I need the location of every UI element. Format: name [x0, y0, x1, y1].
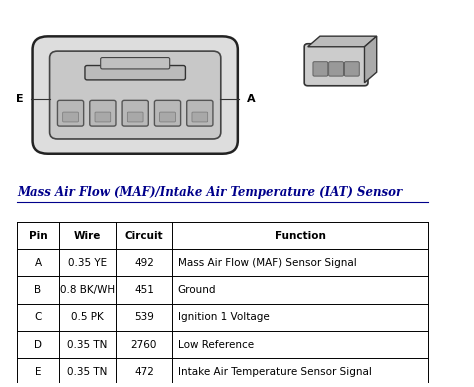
Text: 2760: 2760: [131, 339, 157, 349]
FancyBboxPatch shape: [304, 44, 368, 86]
Text: D: D: [34, 339, 42, 349]
FancyBboxPatch shape: [95, 112, 111, 122]
Text: 0.35 YE: 0.35 YE: [68, 258, 107, 268]
Text: E: E: [35, 367, 41, 377]
Text: 451: 451: [134, 285, 154, 295]
FancyBboxPatch shape: [50, 51, 221, 139]
Text: 0.35 TN: 0.35 TN: [67, 339, 107, 349]
Text: C: C: [34, 312, 42, 322]
Text: A: A: [35, 258, 42, 268]
Text: A: A: [246, 94, 255, 104]
Text: Low Reference: Low Reference: [178, 339, 254, 349]
FancyBboxPatch shape: [187, 100, 213, 126]
Text: 472: 472: [134, 367, 154, 377]
FancyBboxPatch shape: [57, 100, 83, 126]
Text: Intake Air Temperature Sensor Signal: Intake Air Temperature Sensor Signal: [178, 367, 372, 377]
Polygon shape: [365, 36, 377, 83]
Polygon shape: [308, 36, 377, 47]
Text: B: B: [35, 285, 42, 295]
Text: 0.8 BK/WH: 0.8 BK/WH: [60, 285, 115, 295]
Text: 492: 492: [134, 258, 154, 268]
FancyBboxPatch shape: [90, 100, 116, 126]
Text: Ground: Ground: [178, 285, 216, 295]
Text: Function: Function: [274, 231, 326, 241]
Text: Mass Air Flow (MAF) Sensor Signal: Mass Air Flow (MAF) Sensor Signal: [178, 258, 356, 268]
Text: Wire: Wire: [73, 231, 101, 241]
FancyBboxPatch shape: [313, 62, 328, 76]
Text: Mass Air Flow (MAF)/Intake Air Temperature (IAT) Sensor: Mass Air Flow (MAF)/Intake Air Temperatu…: [17, 186, 402, 199]
FancyBboxPatch shape: [345, 62, 359, 76]
FancyBboxPatch shape: [63, 112, 78, 122]
Text: Pin: Pin: [29, 231, 47, 241]
FancyBboxPatch shape: [192, 112, 208, 122]
Text: 0.35 TN: 0.35 TN: [67, 367, 107, 377]
FancyBboxPatch shape: [33, 36, 238, 154]
FancyBboxPatch shape: [128, 112, 143, 122]
FancyBboxPatch shape: [155, 100, 181, 126]
FancyBboxPatch shape: [160, 112, 175, 122]
Text: 539: 539: [134, 312, 154, 322]
FancyBboxPatch shape: [85, 65, 185, 80]
FancyBboxPatch shape: [100, 58, 170, 69]
Text: Ignition 1 Voltage: Ignition 1 Voltage: [178, 312, 269, 322]
Text: Circuit: Circuit: [125, 231, 163, 241]
Text: 0.5 PK: 0.5 PK: [71, 312, 103, 322]
FancyBboxPatch shape: [328, 62, 344, 76]
FancyBboxPatch shape: [122, 100, 148, 126]
Text: E: E: [16, 94, 23, 104]
